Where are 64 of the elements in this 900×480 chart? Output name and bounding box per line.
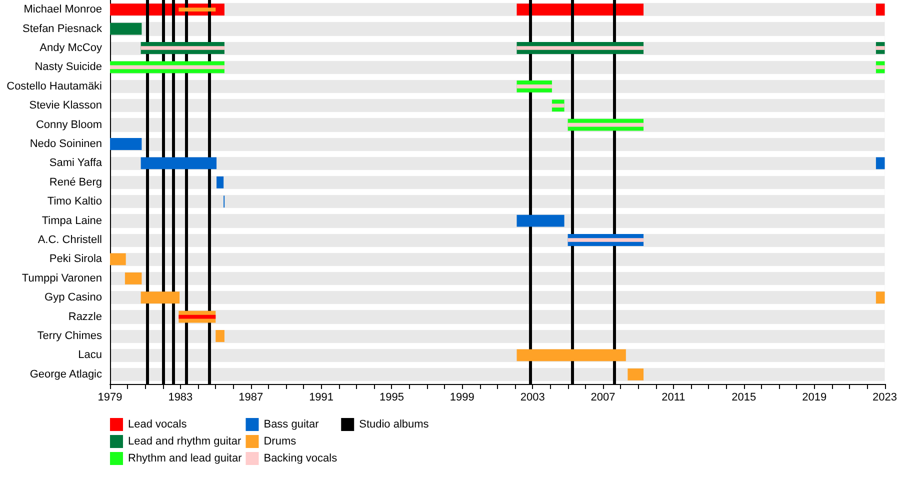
y-tick-label: Razzle [68,310,102,323]
y-tick-label: Gyp Casino [44,292,102,304]
bar [216,330,224,342]
bar [516,46,644,50]
x-tick-label: 2003 [520,392,545,404]
bar [178,314,216,319]
bar [876,292,885,304]
y-tick-label: Nasty Suicide [34,61,102,74]
legend-label: Drums [264,436,297,448]
legend-label: Rhythm and lead guitar [128,452,242,464]
y-tick-label: Terry Chimes [37,330,102,342]
bar [124,272,142,284]
bar [552,104,564,108]
x-tick-label: 2011 [662,392,686,404]
bar [568,122,644,127]
bar [568,238,644,242]
y-tick-label: Lacu [78,349,102,362]
bar [876,65,885,70]
bar [110,253,126,266]
bar [516,349,626,362]
y-tick-label: Stefan Piesnack [22,22,102,35]
bar [110,22,142,35]
bar [876,46,885,50]
legend-label: Backing vocals [264,452,338,464]
x-tick-label: 2007 [590,392,616,404]
y-tick-label: Tumppi Varonen [22,272,102,284]
x-tick-label: 1983 [168,392,193,404]
x-tick-label: 1999 [450,392,474,404]
y-tick-label: Nedo Soininen [30,138,102,150]
bar [516,4,644,16]
bar [140,157,217,170]
y-tick-label: Costello Hautamäki [6,80,102,92]
x-tick-label: 2015 [732,392,756,404]
bar [516,84,552,88]
y-tick-label: Timo Kaltio [47,196,102,208]
bar [110,65,224,70]
y-tick-label: Stevie Klasson [29,100,102,112]
y-tick-label: Timpa Laine [42,214,102,227]
bar [140,292,180,304]
bar [628,368,644,380]
legend-label: Lead and rhythm guitar [128,436,242,448]
y-tick-label: Michael Monroe [24,4,102,16]
legend-label: Lead vocals [128,418,188,430]
y-tick-label: George Atlagic [30,368,102,380]
y-tick-label: Sami Yaffa [49,157,103,170]
bar [876,4,885,16]
bar [216,176,224,188]
y-tick-label: Andy McCoy [40,42,102,54]
bar [876,157,885,170]
y-tick-label: A.C. Christell [38,234,102,246]
y-tick-label: René Berg [49,176,102,188]
x-tick-label: 1987 [238,392,264,404]
legend-label: Studio albums [359,418,430,430]
x-tick-label: 2023 [872,392,898,404]
x-tick-label: 1979 [98,392,122,404]
bar [516,214,564,227]
legend-label: Bass guitar [264,418,320,430]
x-tick-label: 1995 [379,392,404,404]
x-tick-label: 2019 [802,392,827,404]
bar [110,138,142,150]
y-tick-label: Peki Sirola [49,253,103,266]
x-tick-label: 1991 [309,392,334,404]
bar [140,46,224,50]
y-tick-label: Conny Bloom [36,118,102,131]
